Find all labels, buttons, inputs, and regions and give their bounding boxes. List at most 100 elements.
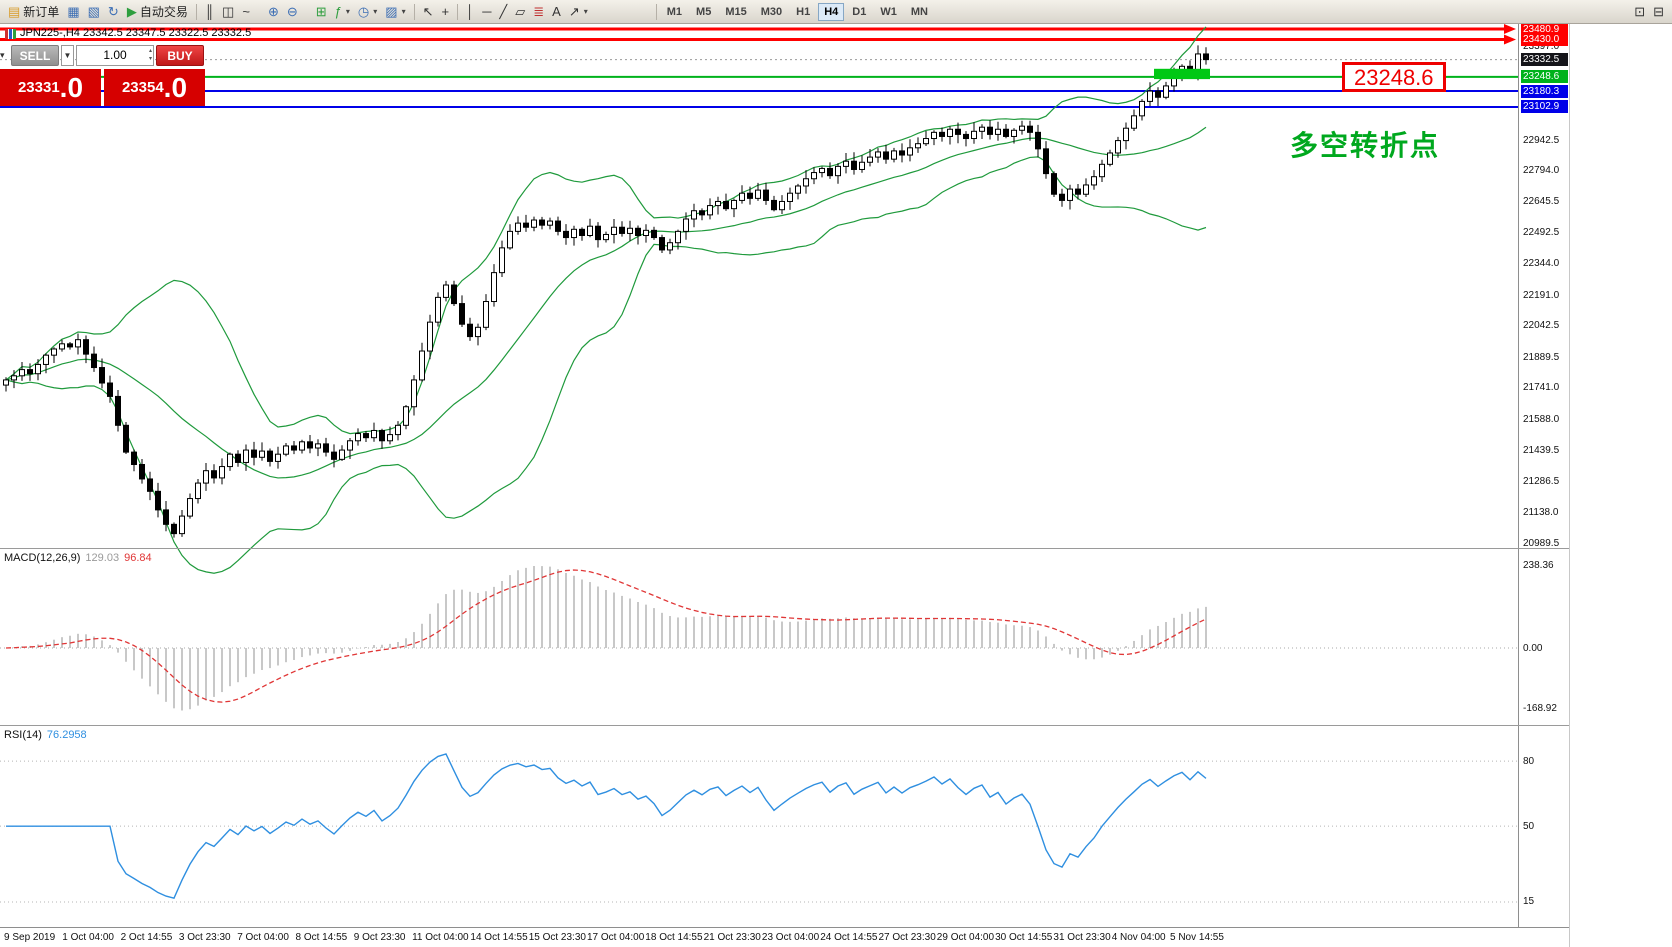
red-price-tag: 23430.0	[1521, 33, 1568, 46]
volume-stepper[interactable]: ▴ ▾	[149, 47, 152, 63]
channel-button[interactable]: ▱	[511, 2, 529, 22]
macd-signal-value: 96.84	[124, 552, 152, 564]
zoom-out-button[interactable]: ⊖	[283, 2, 302, 22]
autotrading-button[interactable]: ▶ 自动交易	[123, 2, 192, 22]
green-price-tag: 23248.6	[1521, 70, 1568, 84]
time-axis-label: 18 Oct 14:55	[645, 932, 703, 943]
templates-button[interactable]: ▨ ▾	[381, 2, 409, 22]
macd-name: MACD(12,26,9)	[4, 552, 81, 564]
crosshair-button[interactable]: +	[437, 2, 453, 22]
toolbar-separator	[195, 3, 197, 20]
bar-chart-button[interactable]: ║	[201, 2, 218, 22]
time-axis-label: 24 Oct 14:55	[820, 932, 878, 943]
stepper-up-icon[interactable]: ▴	[148, 48, 152, 54]
time-axis-label: 31 Oct 23:30	[1053, 932, 1111, 943]
window-menu-icon: ⊟	[1653, 3, 1664, 19]
timeframe-button-D1[interactable]: D1	[852, 5, 867, 18]
cursor-button[interactable]: ↖	[419, 2, 438, 22]
price-level-label[interactable]: 23248.6	[1342, 62, 1446, 92]
time-axis-label: 9 Sep 2019	[4, 932, 56, 943]
periods-button[interactable]: ◷ ▾	[354, 2, 381, 22]
stepper-down-icon[interactable]: ▾	[148, 56, 152, 62]
rsi-axis-tick: 80	[1523, 755, 1535, 767]
new-order-button[interactable]: ▤ 新订单	[4, 2, 63, 22]
buy-price-int: 23354	[121, 79, 164, 96]
horizontal-line-button[interactable]: ─	[478, 2, 495, 22]
panel-separator-rsi[interactable]	[0, 725, 1569, 726]
fibonacci-button[interactable]: ≣	[529, 2, 548, 22]
volume-dropdown-button[interactable]: ▼	[61, 45, 74, 66]
candlestick-chart-button[interactable]: ◫	[218, 2, 238, 22]
macd-axis-tick: 0.00	[1523, 642, 1543, 654]
refresh-button[interactable]: ↻	[104, 2, 123, 22]
rsi-value: 76.2958	[46, 729, 87, 741]
timeframe-button-MN[interactable]: MN	[910, 5, 928, 18]
toolbar-separator	[457, 3, 459, 20]
axis-tick: 22942.5	[1523, 134, 1560, 146]
time-axis-label: 2 Oct 14:55	[120, 932, 173, 943]
buy-price-display[interactable]: 23354.0	[104, 69, 205, 106]
text-button[interactable]: A	[548, 2, 565, 22]
trendline-icon: ╱	[499, 3, 508, 19]
sell-price-display[interactable]: 23331.0	[0, 69, 101, 106]
buy-button[interactable]: BUY	[156, 45, 204, 66]
time-axis-label: 14 Oct 14:55	[470, 932, 528, 943]
collapse-trade-panel-button[interactable]: ▾	[0, 50, 5, 60]
volume-input[interactable]: 1.00 ▴ ▾	[76, 45, 154, 66]
window-restore-button[interactable]: ⊡	[1630, 2, 1649, 22]
panel-separator-macd[interactable]	[0, 548, 1569, 549]
trendline-button[interactable]: ╱	[495, 2, 511, 22]
timeframe-button-M1[interactable]: M1	[666, 5, 683, 18]
timeframe-button-W1[interactable]: W1	[880, 5, 897, 18]
tile-windows-icon: ⊞	[315, 3, 327, 19]
price-scale[interactable]: 23397.0 22942.5 22794.0 22645.5 22492.5 22344…	[1519, 0, 1569, 947]
time-axis-label: 17 Oct 04:00	[587, 932, 645, 943]
timeframe-button-H4[interactable]: H4	[818, 2, 845, 21]
axis-tick: 22191.0	[1523, 289, 1560, 301]
arrow-tool-icon: ↗	[568, 3, 580, 19]
toolbar-separator	[655, 3, 657, 20]
tile-windows-button[interactable]: ⊞	[312, 2, 331, 22]
autotrading-label: 自动交易	[139, 5, 188, 19]
blue-price-tag: 23102.9	[1521, 100, 1568, 114]
charts-button[interactable]: ▦	[63, 2, 83, 22]
line-chart-button[interactable]: ~	[238, 2, 254, 22]
indicators-icon: ƒ	[334, 3, 342, 19]
time-axis-label: 4 Nov 04:00	[1111, 932, 1166, 943]
timeframe-button-M30[interactable]: M30	[760, 5, 783, 18]
sell-price-int: 23331	[17, 79, 60, 96]
chevron-down-icon: ▾	[583, 7, 588, 16]
time-axis-label: 7 Oct 04:00	[237, 932, 289, 943]
indicators-button[interactable]: ƒ ▾	[331, 2, 354, 22]
arrows-button[interactable]: ↗ ▾	[565, 2, 592, 22]
profiles-button[interactable]: ▧	[84, 2, 104, 22]
axis-tick: 22645.5	[1523, 195, 1560, 207]
axis-tick: 21439.5	[1523, 444, 1560, 456]
channel-icon: ▱	[515, 3, 526, 19]
time-axis[interactable]: 9 Sep 2019 1 Oct 04:00 2 Oct 14:55 3 Oct 23…	[0, 927, 1569, 947]
chevron-down-icon: ▾	[401, 7, 406, 16]
timeframe-button-M15[interactable]: M15	[725, 5, 747, 18]
vertical-line-button[interactable]: │	[462, 2, 478, 22]
scale-border	[1518, 24, 1519, 947]
timeframe-button-H1[interactable]: H1	[796, 5, 811, 18]
sell-button[interactable]: SELL	[11, 45, 59, 66]
time-axis-label: 29 Oct 04:00	[936, 932, 995, 943]
macd-axis-tick: -168.92	[1523, 702, 1557, 714]
chevron-down-icon: ▾	[373, 7, 378, 16]
periods-clock-icon: ◷	[357, 3, 370, 19]
time-axis-label: 8 Oct 14:55	[295, 932, 348, 943]
time-axis-label: 9 Oct 23:30	[353, 932, 406, 943]
window-menu-button[interactable]: ⊟	[1649, 2, 1668, 22]
macd-indicator-label: MACD(12,26,9) 129.03 96.84	[4, 552, 152, 564]
zoom-in-button[interactable]: ⊕	[264, 2, 283, 22]
axis-tick: 23397.0	[1523, 40, 1560, 52]
axis-tick: 21138.0	[1523, 506, 1559, 518]
rsi-name: RSI(14)	[4, 729, 42, 741]
axis-tick: 20989.5	[1523, 537, 1560, 549]
timeframe-button-M5[interactable]: M5	[696, 5, 712, 18]
templates-icon: ▨	[385, 3, 398, 19]
time-axis-label: 27 Oct 23:30	[878, 932, 936, 943]
